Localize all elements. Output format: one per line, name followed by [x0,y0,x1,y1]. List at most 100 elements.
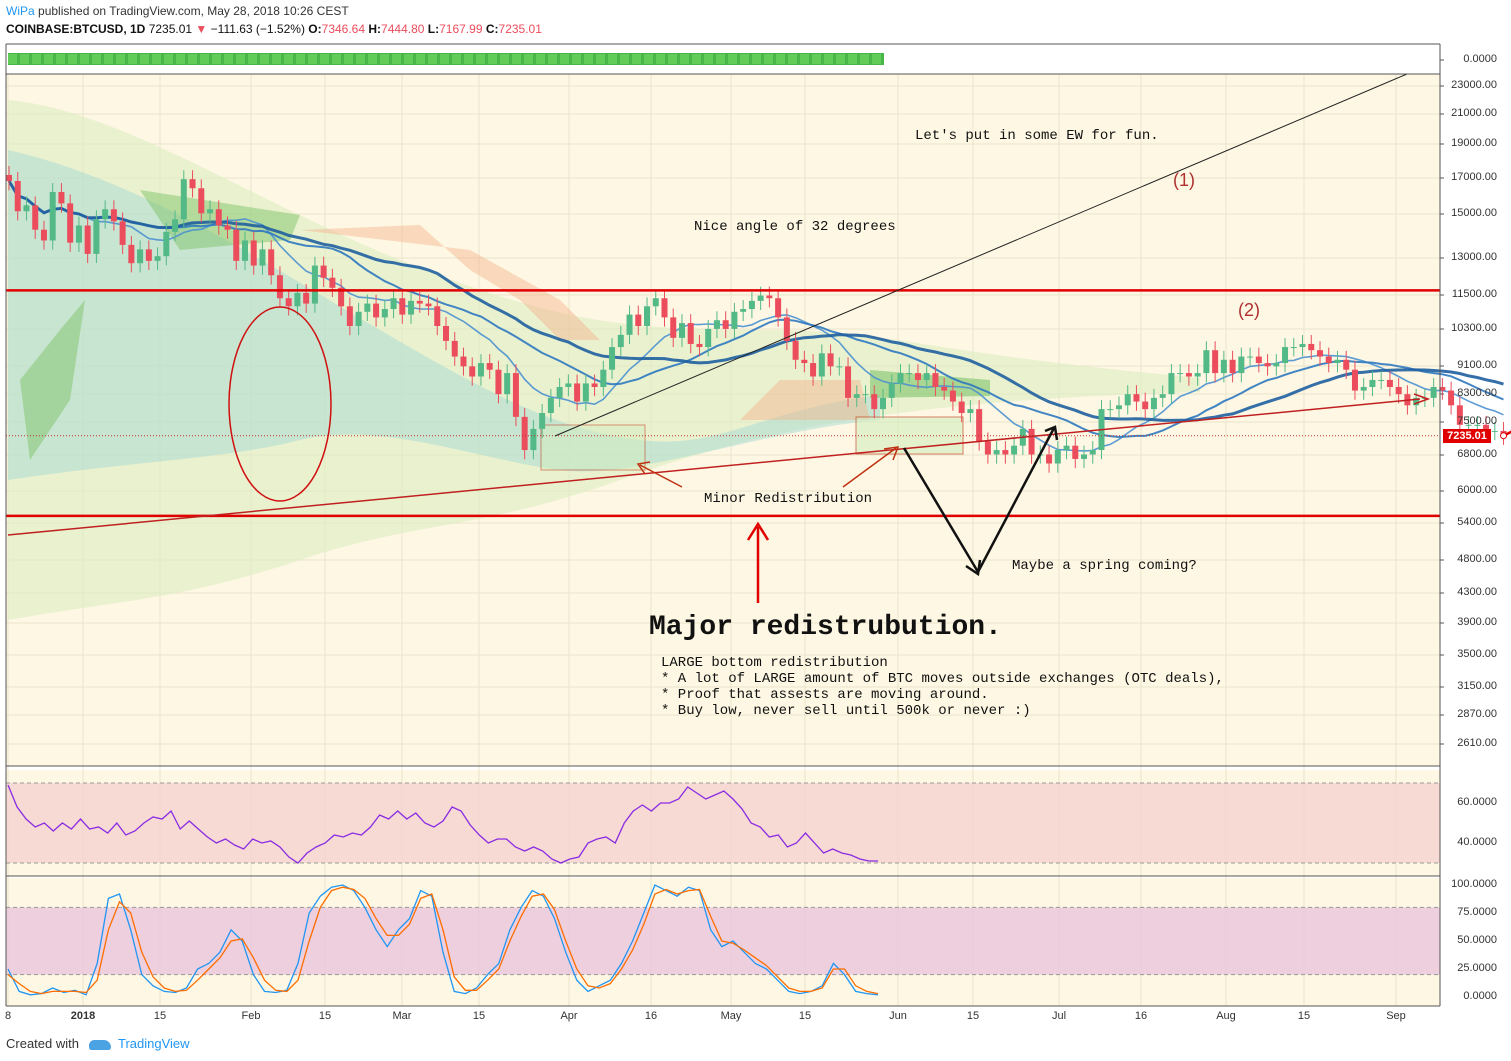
price-tick-label: 21000.00 [1451,107,1497,119]
candle [862,394,869,396]
candle [32,205,39,230]
candle [748,300,755,310]
symbol-name[interactable]: COINBASE:BTCUSD, 1D [6,22,146,36]
redistribution-box [540,424,646,471]
volume-bar-segment [200,54,209,64]
candle [119,221,126,245]
minor-arrow-line [842,447,897,488]
candle [1282,347,1289,364]
price-tick-label: 13000.00 [1451,251,1497,263]
volume-bar-segment [416,54,425,64]
cloud-red [740,380,870,420]
candle [154,256,161,261]
candle [1299,343,1306,348]
candle [1343,359,1350,370]
candle [207,209,214,214]
footer: Created with TradingView [6,1036,190,1051]
volume-bar-segment [572,54,581,64]
candle [565,383,572,387]
candle [250,240,257,266]
volume-bar-segment [716,54,725,64]
candle [1369,379,1376,387]
volume-bar-segment [212,54,221,64]
time-tick-label: Jul [1051,1010,1067,1022]
candle [1177,373,1184,375]
candle [1159,394,1166,398]
candle [897,373,904,384]
candle [355,311,362,326]
price-tick-label: 6800.00 [1457,448,1497,460]
candle [792,340,799,360]
volume-bar-segment [260,54,269,64]
candle [906,373,913,375]
arrow-down-icon [965,559,982,577]
candle [189,179,196,189]
volume-bar-segment [620,54,629,64]
candle [530,428,537,451]
stoch-tick-label: 25.0000 [1457,962,1497,974]
time-tick-label: Mar [392,1010,412,1022]
candle [469,366,476,377]
tradingview-link[interactable]: TradingView [118,1036,190,1051]
time-tick-label: 15 [966,1010,980,1022]
time-tick-label: May [720,1010,742,1022]
candle [58,191,65,204]
time-tick-label: Feb [241,1010,261,1022]
candle [845,366,852,398]
candle [871,394,878,410]
major-redistribution-annotation: Major redistrubution. [649,612,1002,643]
candle [547,397,554,413]
candle [1063,445,1070,451]
candle [276,275,283,299]
volume-bar-segment [296,54,305,64]
candle [408,300,415,315]
volume-bar-segment [632,54,641,64]
candle [416,300,423,304]
author-link[interactable]: WiPa [6,4,35,18]
candle [373,303,380,318]
open-value: 7346.64 [321,22,366,36]
candle [722,320,729,329]
note-line: LARGE bottom redistribution [661,655,888,671]
note-line: * Buy low, never sell until 500k or neve… [661,703,1031,719]
candle [93,219,100,254]
arrow-up-icon [1044,425,1059,441]
candle [1491,430,1498,432]
volume-bar-segment [56,54,65,64]
publish-line: WiPa published on TradingView.com, May 2… [6,4,349,18]
volume-bar-segment [224,54,233,64]
candle [110,209,117,222]
volume-bar-segment [164,54,173,64]
candle [1483,424,1490,431]
volume-bar-segment [152,54,161,64]
candle [390,298,397,310]
volume-bar-segment [140,54,149,64]
price-tick-label: 4800.00 [1457,553,1497,565]
candle [1002,450,1009,455]
volume-bar-segment [680,54,689,64]
candle [1028,428,1035,455]
ma-20-line [8,180,1504,439]
created-with-text: Created with [6,1036,79,1051]
volume-bar-segment [236,54,245,64]
time-tick-label: 15 [318,1010,332,1022]
candle [285,298,292,307]
volume-bar-segment [428,54,437,64]
volume-bar-segment [524,54,533,64]
volume-bar-segment [320,54,329,64]
candle [757,295,764,301]
candle [75,225,82,243]
price-tick-label: 23000.00 [1451,79,1497,91]
candle [1448,390,1455,406]
candle [1046,454,1053,464]
volume-bar-segment [740,54,749,64]
candle [740,309,747,312]
note-line: * A lot of LARGE amount of BTC moves out… [661,671,1224,687]
volume-bar-segment [128,54,137,64]
candle [460,356,467,367]
candle [1325,356,1332,364]
wave-point [1500,432,1508,440]
time-tick-label: 15 [472,1010,486,1022]
candle [810,363,817,377]
